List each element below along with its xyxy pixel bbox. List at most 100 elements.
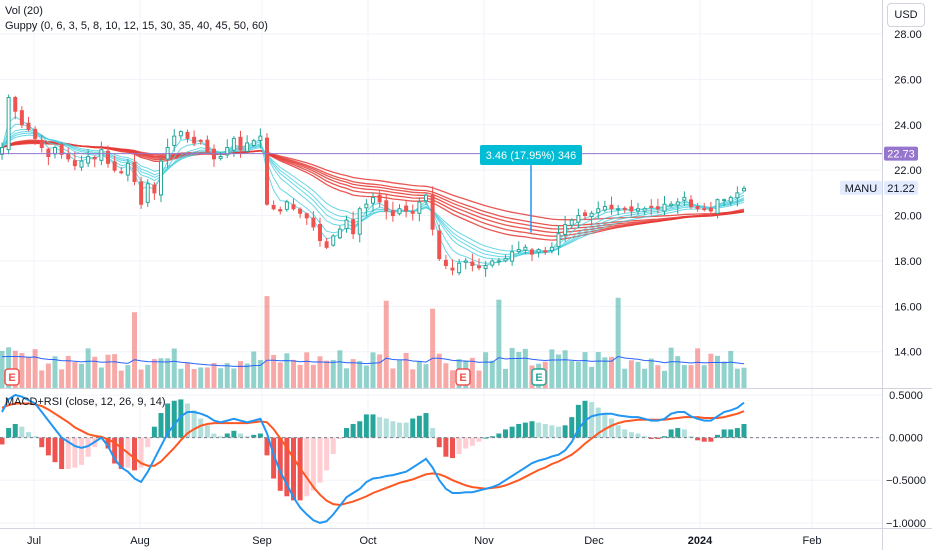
volume-bar xyxy=(476,370,482,388)
volume-bar xyxy=(609,356,614,388)
volume-bar xyxy=(145,364,151,388)
candle-body xyxy=(483,264,488,270)
macd-histogram-bar xyxy=(12,423,18,438)
macd-line xyxy=(1,393,745,524)
price-axis[interactable]: 28.00 26.00 24.00 22.00 20.00 18.00 16.00 14.00 xyxy=(894,29,922,359)
macd-histogram-bar xyxy=(72,437,78,468)
volume-bar xyxy=(65,355,71,388)
macd-histogram-bar xyxy=(695,437,701,441)
measure-label-box xyxy=(480,145,582,165)
macd-histogram-bar xyxy=(463,437,469,449)
candle-body xyxy=(563,224,568,235)
macd-legend[interactable]: MACD+RSI (close, 12, 26, 9, 14) xyxy=(5,396,166,408)
macd-histogram-bar xyxy=(344,428,349,438)
time-axis[interactable]: Jul Aug Sep Oct Nov Dec 2024 Feb xyxy=(27,535,822,547)
candle-body xyxy=(26,122,31,130)
volume-bar xyxy=(178,368,184,388)
macd-histogram-bar xyxy=(423,413,429,438)
candle-body xyxy=(132,162,137,183)
volume-bar xyxy=(648,358,654,388)
candle-body xyxy=(284,201,289,210)
candle-body xyxy=(271,204,276,210)
volume-bar xyxy=(158,358,164,388)
macd-histogram-bar xyxy=(178,399,184,438)
volume-bar xyxy=(218,368,224,388)
volume-bar xyxy=(522,348,528,388)
candle-body xyxy=(159,160,163,196)
volume-bar xyxy=(397,360,402,388)
guppy-legend[interactable]: Guppy (0, 6, 3, 5, 8, 10, 12, 15, 30, 35… xyxy=(5,20,268,32)
volume-bar xyxy=(556,354,561,388)
last-price-label: 21.22 xyxy=(887,183,915,195)
candle-body xyxy=(86,156,91,164)
last-price-tag xyxy=(884,180,918,195)
volume-bar xyxy=(734,368,740,388)
macd-histogram-bar xyxy=(569,417,575,438)
candle-body xyxy=(19,110,24,126)
candle-body xyxy=(185,131,190,139)
macd-axis[interactable]: 0.5000 0.0000 −0.5000 −1.0000 xyxy=(886,390,926,530)
earnings-marker xyxy=(455,368,471,386)
volume-bar xyxy=(450,370,455,388)
candle-body xyxy=(72,160,77,167)
volume-bar xyxy=(701,365,707,388)
volume-bar xyxy=(344,368,349,388)
volume-bar xyxy=(317,356,323,388)
candle-body xyxy=(702,208,707,211)
price-candles xyxy=(0,94,746,277)
candle-body xyxy=(523,246,528,251)
volume-bar xyxy=(436,353,442,388)
macd-histogram-bar xyxy=(734,428,740,438)
price-tick-label: 28.00 xyxy=(894,29,922,41)
earnings-marker xyxy=(531,368,547,386)
volume-bar xyxy=(496,299,502,388)
macd-histogram-bar xyxy=(310,437,316,491)
candle-body xyxy=(596,208,601,214)
candle-body xyxy=(649,205,654,208)
candle-body xyxy=(125,162,130,176)
volume-bar xyxy=(363,365,369,388)
macd-histogram-bar xyxy=(337,437,343,439)
volume-bar xyxy=(562,350,568,388)
volume-bar xyxy=(19,353,25,388)
volume-bar xyxy=(85,348,91,388)
candle-body xyxy=(79,160,84,168)
macd-histogram-bar xyxy=(198,418,204,438)
volume-bar xyxy=(52,356,58,388)
candle-body xyxy=(689,199,693,207)
volume-bar xyxy=(191,368,197,388)
currency-button[interactable]: USD xyxy=(887,3,925,27)
volume-bar xyxy=(430,308,436,388)
macd-histogram-bar xyxy=(251,434,257,438)
candle-body xyxy=(198,139,203,142)
candle-body xyxy=(331,235,336,246)
candle-body xyxy=(92,156,97,160)
candle-body xyxy=(231,137,236,151)
candle-body xyxy=(410,211,415,214)
candle-body xyxy=(642,208,647,212)
candle-body xyxy=(636,208,640,212)
candle-body xyxy=(218,156,223,159)
volume-bar xyxy=(357,360,363,388)
volume-bar xyxy=(185,362,190,388)
candle-body xyxy=(66,153,71,160)
volume-bar xyxy=(350,359,356,388)
volume-legend[interactable]: Vol (20) xyxy=(5,5,43,17)
macd-histogram-bar xyxy=(635,433,641,438)
candle-body xyxy=(0,146,4,155)
volume-bar xyxy=(595,351,601,388)
candle-body xyxy=(33,128,38,139)
earnings-marker-label: E xyxy=(535,372,542,384)
macd-histogram-bar xyxy=(529,421,535,438)
candle-body xyxy=(13,97,18,112)
guppy-fast-line xyxy=(1,130,745,258)
macd-histogram-bar xyxy=(503,429,508,438)
candle-body xyxy=(238,136,243,151)
macd-histogram-bar xyxy=(615,425,621,438)
measure-tool[interactable]: 3.46 (17.95%) 346 xyxy=(480,145,582,233)
macd-histogram-bar xyxy=(171,400,177,438)
guppy-slow-line xyxy=(1,142,745,221)
volume-bar xyxy=(264,296,270,388)
